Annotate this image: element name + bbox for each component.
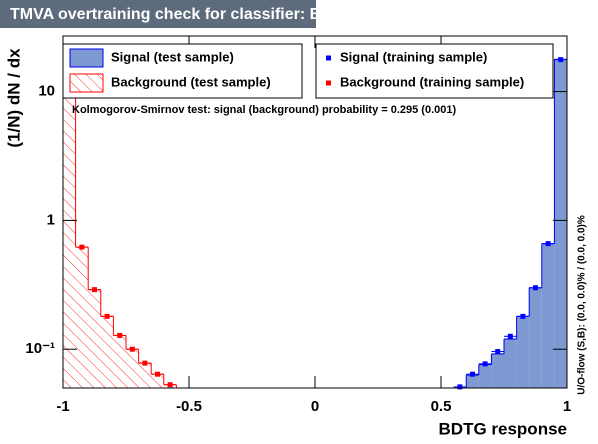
data-point: [545, 241, 551, 247]
legend-marker: [326, 55, 331, 61]
histogram-bar: [88, 289, 101, 388]
legend-marker: [326, 80, 331, 86]
x-tick-label: -1: [56, 398, 69, 415]
histogram-bar: [516, 316, 530, 388]
legend-label: Signal (training sample): [340, 49, 487, 64]
x-axis-label: BDTG response: [439, 419, 567, 438]
histogram-bar: [491, 353, 504, 388]
title-box: [0, 0, 316, 28]
histogram-bar: [100, 316, 114, 388]
histogram-bar: [504, 339, 517, 388]
histogram-bar: [138, 363, 152, 388]
chart-title: TMVA overtraining check for classifier: …: [10, 6, 355, 23]
overflow-note: U/O-flow (S,B): (0.0, 0.0)% / (0.0, 0.0)…: [577, 215, 588, 395]
data-point: [104, 313, 110, 319]
y-tick-label: 10⁻¹: [25, 340, 55, 357]
y-axis-label: (1/N) dN / dx: [4, 48, 23, 148]
histogram-bar: [151, 374, 164, 388]
x-tick-label: 1: [563, 398, 571, 415]
histogram-bar: [63, 59, 76, 389]
data-point: [558, 57, 564, 63]
data-point: [142, 360, 148, 366]
y-tick-label: 1: [47, 211, 55, 228]
x-tick-label: 0.5: [431, 398, 452, 415]
x-tick-label: -0.5: [176, 398, 202, 415]
data-point: [507, 333, 513, 339]
data-point: [520, 313, 526, 319]
legend-box: [315, 43, 554, 99]
histogram-bar: [541, 243, 555, 388]
data-point: [92, 287, 97, 293]
histogram-bar: [529, 287, 542, 388]
histogram-bar: [113, 335, 126, 388]
data-point: [167, 382, 173, 388]
data-point: [482, 361, 488, 367]
data-point: [533, 285, 538, 291]
data-point: [155, 371, 160, 377]
ks-annotation: Kolmogorov-Smirnov test: signal (backgro…: [72, 104, 456, 116]
legend-label: Background (training sample): [340, 74, 524, 89]
legend-label: Background (test sample): [111, 74, 271, 89]
x-tick-label: 0: [311, 398, 319, 415]
histogram-bar: [126, 349, 139, 388]
legend-swatch: [69, 73, 104, 93]
data-point: [457, 384, 463, 390]
histogram-bar: [75, 247, 89, 388]
histogram-bar: [554, 59, 567, 389]
histogram-bar: [478, 364, 492, 388]
legend-label: Signal (test sample): [111, 49, 234, 64]
y-tick-label: 10: [38, 83, 55, 100]
histogram-bar: [466, 375, 479, 388]
data-point: [117, 332, 123, 338]
data-point: [79, 244, 85, 250]
data-point: [470, 371, 475, 377]
data-point: [495, 349, 501, 355]
legend-swatch: [69, 48, 104, 68]
data-point: [129, 346, 135, 352]
